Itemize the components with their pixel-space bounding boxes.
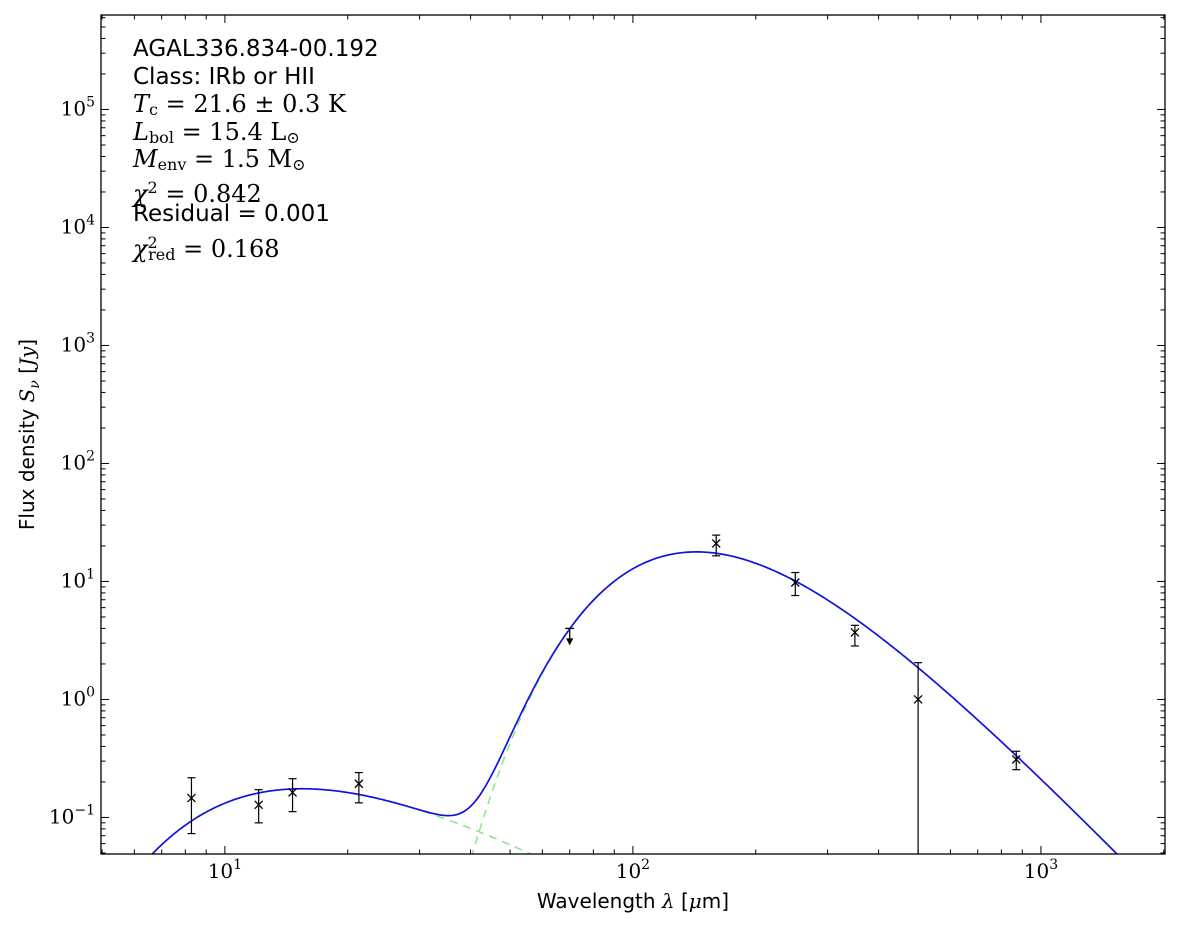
y-tick-label: 102 [61,448,95,474]
upper-limit-arrow [566,638,574,646]
x-axis-label: Wavelength λ [μm] [537,889,729,913]
data-points [186,534,1021,854]
annotation-token: ⊙ [292,155,306,174]
plot-frame [100,14,1166,855]
y-tick-label: 101 [61,566,95,592]
annotation-token: T [133,90,150,118]
data-point-marker [913,694,923,704]
y-axis-label: Flux density Sν [Jy] [15,339,43,530]
y-tick-label: 104 [61,212,95,238]
axis-ticks [101,15,1165,854]
annotation-token: = 21.6 ± 0.3 K [157,90,346,118]
annotation-token: ⊙ [286,127,300,147]
annotation-token: = 15.4 L [173,117,287,146]
annotation-token: 2 [147,177,158,197]
data-point-marker [850,627,860,637]
annotation-token: AGAL336.834-00.192 [133,36,379,62]
annotation-token: Class: IRb or HII [133,63,315,90]
y-tick-label: 100 [61,684,95,710]
annotation-line-class: Class: IRb or HII [133,64,379,92]
annotation-token: = 1.5 M [186,145,293,173]
annotation-token: red [148,244,176,264]
annotation-token: χ [133,179,148,208]
annotation-line-bolometric-luminosity: Lbol = 15.4 L⊙ [133,117,379,147]
y-tick-label: 103 [61,330,95,356]
axis-tick-labels: 101 102 103 10−1 100 101 102 103 104 105 [49,94,1058,883]
annotation-line-chi-squared: χ2 = 0.842 [133,174,379,208]
x-tick-label: 103 [1024,857,1058,883]
data-point-marker [254,800,264,810]
annotation-token: χ [133,234,148,263]
data-point-marker [1011,755,1021,764]
model-total-curve [151,551,1119,854]
annotation-line-residual: Residual = 0.001 [133,201,379,229]
annotation-token: = 0.168 [175,234,280,263]
info-annotation: AGAL336.834-00.192 Class: IRb or HII Tc = … [133,36,379,264]
model-curves [151,551,1119,854]
annotation-token: = 0.842 [157,179,262,208]
x-tick-label: 101 [208,857,242,883]
annotation-token: bol [148,127,174,147]
data-point-marker [354,779,364,789]
annotation-line-reduced-chi-squared: χ2red = 0.168 [133,229,379,264]
annotation-token: 2 [147,232,158,252]
data-point-marker [288,787,298,797]
annotation-line-source-name: AGAL336.834-00.192 [133,36,379,64]
axis-titles: Wavelength λ [μm] Flux density Sν [Jy] [15,339,729,913]
annotation-token: L [133,117,149,146]
x-tick-label: 102 [616,857,650,883]
annotation-token: c [149,100,158,119]
y-tick-label: 105 [61,94,95,120]
annotation-line-dust-temperature: Tc = 21.6 ± 0.3 K [133,90,379,119]
annotation-token: M [133,145,158,173]
data-point-marker [790,578,800,587]
y-tick-label: 10−1 [49,802,95,828]
annotation-line-envelope-mass: Menv = 1.5 M⊙ [133,145,379,174]
data-point-marker [711,538,721,548]
data-point-marker [186,793,196,803]
annotation-token: env [157,155,187,174]
annotation-token: Residual = 0.001 [133,201,330,227]
